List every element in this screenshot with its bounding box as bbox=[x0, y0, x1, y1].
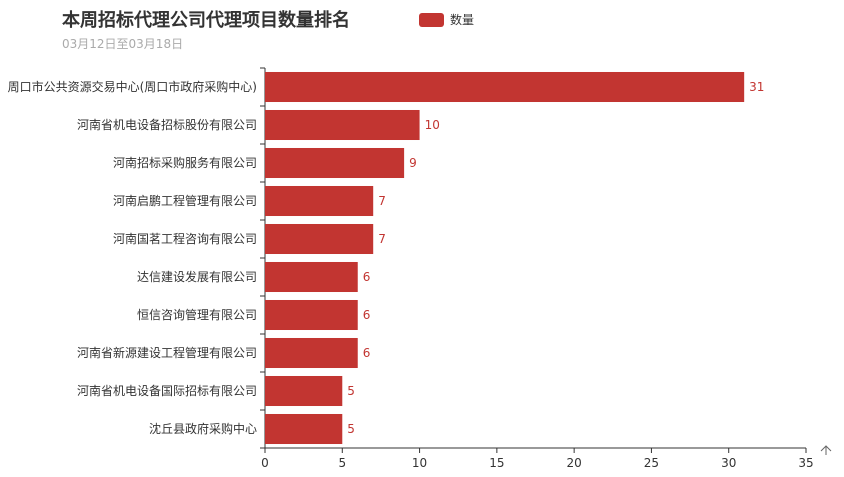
value-label: 6 bbox=[363, 270, 371, 284]
x-tick-label: 25 bbox=[644, 456, 659, 470]
legend-swatch[interactable] bbox=[419, 13, 444, 27]
value-label: 6 bbox=[363, 308, 371, 322]
category-label: 周口市公共资源交易中心(周口市政府采购中心) bbox=[8, 79, 257, 94]
arrow-up-icon[interactable] bbox=[820, 445, 832, 455]
x-tick-label: 10 bbox=[412, 456, 427, 470]
bar[interactable] bbox=[265, 413, 343, 445]
value-label: 31 bbox=[749, 80, 764, 94]
bar[interactable] bbox=[265, 71, 745, 103]
category-label: 河南国茗工程咨询有限公司 bbox=[113, 231, 257, 246]
value-label: 7 bbox=[378, 194, 386, 208]
x-tick-label: 35 bbox=[798, 456, 813, 470]
plot-area: 0 5 10 15 20 25 30 35 周口市公共资源交易中心(周口市政府采购中心) 31 河南… bbox=[8, 67, 814, 470]
category-label: 河南省新源建设工程管理有限公司 bbox=[77, 345, 257, 360]
category-label: 恒信咨询管理有限公司 bbox=[137, 307, 257, 322]
chart-subtitle: 03月12日至03月18日 bbox=[62, 37, 183, 51]
legend[interactable]: 数量 bbox=[419, 12, 474, 27]
value-label: 9 bbox=[409, 156, 417, 170]
x-tick-label: 5 bbox=[338, 456, 346, 470]
x-tick-label: 0 bbox=[261, 456, 269, 470]
chart-title: 本周招标代理公司代理项目数量排名 bbox=[62, 9, 350, 31]
category-label: 沈丘县政府采购中心 bbox=[149, 421, 257, 436]
category-label: 河南启鹏工程管理有限公司 bbox=[113, 193, 257, 208]
bar[interactable] bbox=[265, 337, 358, 369]
value-label: 6 bbox=[363, 346, 371, 360]
bar[interactable] bbox=[265, 185, 374, 217]
x-tick-label: 30 bbox=[721, 456, 736, 470]
value-label: 7 bbox=[378, 232, 386, 246]
category-label: 河南招标采购服务有限公司 bbox=[113, 155, 257, 170]
value-label: 5 bbox=[347, 384, 355, 398]
category-label: 河南省机电设备国际招标有限公司 bbox=[77, 383, 257, 398]
bar[interactable] bbox=[265, 147, 405, 179]
x-tick-label: 15 bbox=[489, 456, 504, 470]
bar[interactable] bbox=[265, 261, 358, 293]
bar[interactable] bbox=[265, 223, 374, 255]
bar[interactable] bbox=[265, 299, 358, 331]
bar[interactable] bbox=[265, 375, 343, 407]
category-label: 达信建设发展有限公司 bbox=[137, 269, 257, 284]
category-label: 河南省机电设备招标股份有限公司 bbox=[77, 117, 257, 132]
value-label: 5 bbox=[347, 422, 355, 436]
legend-label[interactable]: 数量 bbox=[450, 12, 474, 27]
bar[interactable] bbox=[265, 109, 420, 141]
x-tick-label: 20 bbox=[567, 456, 582, 470]
value-label: 10 bbox=[425, 118, 440, 132]
